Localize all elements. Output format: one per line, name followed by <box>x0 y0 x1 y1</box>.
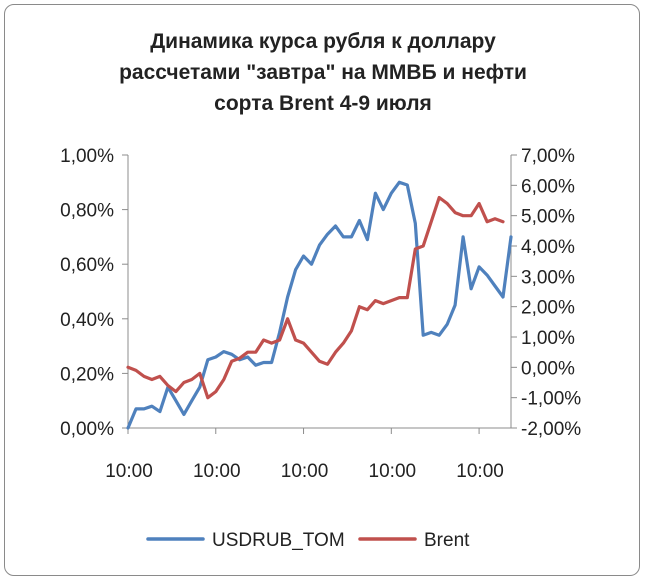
y-right-tick-label: -1,00% <box>521 389 581 410</box>
y-left-tick-label: 0,80% <box>60 201 114 222</box>
y-right-tick-label: 7,00% <box>521 146 575 167</box>
series-lines <box>126 180 513 430</box>
chart-frame <box>4 4 640 576</box>
y-left-tick-label: 0,20% <box>60 364 114 385</box>
x-tick-label: 10:00 <box>281 461 329 482</box>
y-right-tick-label: 5,00% <box>521 207 575 228</box>
chart-title-line-1: Динамика курса рубля к доллару <box>150 30 496 53</box>
y-right-tick-label: 0,00% <box>521 358 575 379</box>
y-left-tick-label: 0,60% <box>60 255 114 276</box>
y-left-tick-label: 0,00% <box>60 419 114 440</box>
chart-title-line-2: рассчетами "завтра" на ММВБ и нефти <box>119 61 527 84</box>
x-tick-label: 10:00 <box>456 461 504 482</box>
x-tick-label: 10:00 <box>193 461 241 482</box>
y-right-tick-label: 3,00% <box>521 267 575 288</box>
x-tick-label: 10:00 <box>105 461 153 482</box>
y-right-tick-label: 2,00% <box>521 298 575 319</box>
legend-label: Brent <box>424 530 470 551</box>
legend-label: USDRUB_TOM <box>212 530 345 551</box>
x-tick-label: 10:00 <box>369 461 417 482</box>
y-left-tick-label: 1,00% <box>60 146 114 167</box>
series-line-brent <box>126 195 505 400</box>
legend: USDRUB_TOM Brent <box>146 530 470 551</box>
axes: 0,00% 0,20% 0,40% 0,60% 0,80% 1,00% -2,00% -1,0… <box>60 146 581 482</box>
y-right-tick-label: 6,00% <box>521 176 575 197</box>
y-left-tick-label: 0,40% <box>60 310 114 331</box>
chart-title-line-3: сорта Brent 4-9 июля <box>214 92 432 115</box>
series-line-usdrub-tom <box>126 180 513 430</box>
y-right-tick-label: 4,00% <box>521 237 575 258</box>
y-right-tick-label: -2,00% <box>521 419 581 440</box>
y-right-tick-label: 1,00% <box>521 328 575 349</box>
chart-title: Динамика курса рубля к доллару рассчетам… <box>0 26 646 119</box>
